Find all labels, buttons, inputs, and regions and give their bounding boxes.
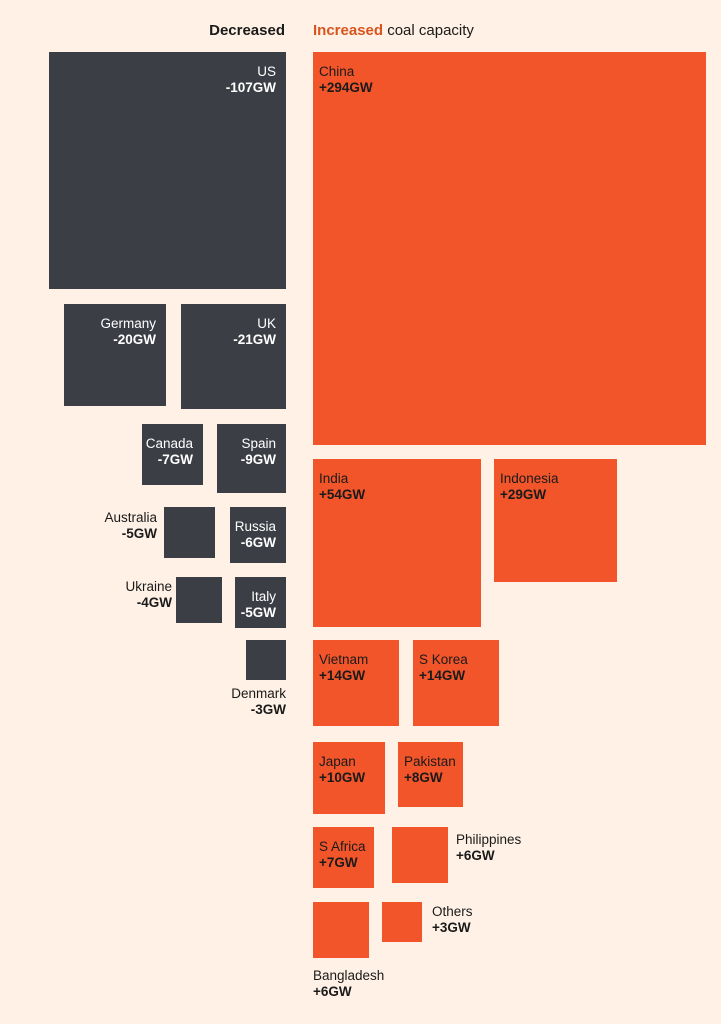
- india-square: [313, 459, 481, 627]
- japan-square: [313, 742, 385, 814]
- us-name: US: [257, 64, 276, 79]
- canada-value: -7GW: [157, 452, 193, 467]
- spain-name: Spain: [241, 436, 276, 451]
- us-label: US -107GW: [226, 64, 276, 96]
- india-name: India: [319, 471, 349, 486]
- denmark-name: Denmark: [231, 686, 286, 701]
- italy-name: Italy: [251, 589, 276, 604]
- indonesia-value: +29GW: [500, 487, 547, 502]
- s-korea-name: S Korea: [419, 652, 468, 667]
- australia-label: Australia -5GW: [104, 510, 157, 542]
- canada-square: [142, 424, 203, 485]
- s-korea-square: [413, 640, 499, 726]
- ukraine-value: -4GW: [136, 595, 172, 610]
- china-square: [313, 52, 706, 445]
- s-africa-value: +7GW: [319, 855, 358, 870]
- australia-square: [164, 507, 215, 558]
- philippines-label: Philippines +6GW: [456, 832, 521, 864]
- s-korea-value: +14GW: [419, 668, 466, 683]
- japan-value: +10GW: [319, 770, 366, 785]
- philippines-value: +6GW: [456, 848, 495, 863]
- philippines-square: [392, 827, 448, 883]
- s-africa-label: S Africa +7GW: [319, 839, 366, 871]
- others-square: [382, 902, 422, 942]
- s-africa-name: S Africa: [319, 839, 366, 854]
- pakistan-name: Pakistan: [404, 754, 456, 769]
- china-value: +294GW: [319, 80, 373, 95]
- uk-value: -21GW: [233, 332, 276, 347]
- indonesia-square: [494, 459, 617, 582]
- bangladesh-square: [313, 902, 369, 958]
- pakistan-label: Pakistan +8GW: [404, 754, 456, 786]
- australia-value: -5GW: [121, 526, 157, 541]
- philippines-name: Philippines: [456, 832, 522, 847]
- ukraine-name: Ukraine: [125, 579, 172, 594]
- russia-name: Russia: [234, 519, 276, 534]
- germany-label: Germany -20GW: [100, 316, 156, 348]
- ukraine-square: [176, 577, 222, 623]
- bangladesh-label: Bangladesh +6GW: [313, 968, 384, 1000]
- indonesia-label: Indonesia +29GW: [500, 471, 559, 503]
- denmark-label: Denmark -3GW: [231, 686, 286, 718]
- australia-name: Australia: [104, 510, 157, 525]
- pakistan-value: +8GW: [404, 770, 443, 785]
- india-label: India +54GW: [319, 471, 365, 503]
- increased-header: Increased coal capacity: [313, 22, 474, 40]
- others-label: Others +3GW: [432, 904, 473, 936]
- japan-name: Japan: [319, 754, 356, 769]
- uk-square: [181, 304, 286, 409]
- s-korea-label: S Korea +14GW: [419, 652, 468, 684]
- ukraine-label: Ukraine -4GW: [125, 579, 172, 611]
- bangladesh-value: +6GW: [313, 984, 352, 999]
- china-name: China: [319, 64, 355, 79]
- italy-square: [235, 577, 286, 628]
- italy-value: -5GW: [240, 605, 276, 620]
- others-name: Others: [432, 904, 473, 919]
- us-square: [49, 52, 286, 289]
- others-value: +3GW: [432, 920, 471, 935]
- russia-value: -6GW: [240, 535, 276, 550]
- uk-label: UK -21GW: [233, 316, 276, 348]
- vietnam-value: +14GW: [319, 668, 366, 683]
- india-value: +54GW: [319, 487, 366, 502]
- spain-square: [217, 424, 286, 493]
- japan-label: Japan +10GW: [319, 754, 365, 786]
- s-africa-square: [313, 827, 374, 888]
- vietnam-name: Vietnam: [319, 652, 369, 667]
- decreased-header: Decreased: [209, 22, 285, 39]
- canada-label: Canada -7GW: [146, 436, 193, 468]
- denmark-value: -3GW: [250, 702, 286, 717]
- us-value: -107GW: [225, 80, 276, 95]
- spain-label: Spain -9GW: [241, 436, 276, 468]
- vietnam-label: Vietnam +14GW: [319, 652, 368, 684]
- bangladesh-name: Bangladesh: [313, 968, 385, 983]
- increased-header-accent: Increased: [313, 22, 384, 39]
- canada-name: Canada: [145, 436, 193, 451]
- denmark-square: [246, 640, 286, 680]
- indonesia-name: Indonesia: [500, 471, 559, 486]
- uk-name: UK: [257, 316, 276, 331]
- china-label: China +294GW: [319, 64, 373, 96]
- spain-value: -9GW: [240, 452, 276, 467]
- germany-name: Germany: [100, 316, 156, 331]
- germany-square: [64, 304, 166, 406]
- russia-square: [230, 507, 286, 563]
- italy-label: Italy -5GW: [241, 589, 276, 621]
- vietnam-square: [313, 640, 399, 726]
- germany-value: -20GW: [113, 332, 156, 347]
- pakistan-square: [398, 742, 463, 807]
- russia-label: Russia -6GW: [235, 519, 276, 551]
- increased-header-rest: coal capacity: [383, 22, 474, 39]
